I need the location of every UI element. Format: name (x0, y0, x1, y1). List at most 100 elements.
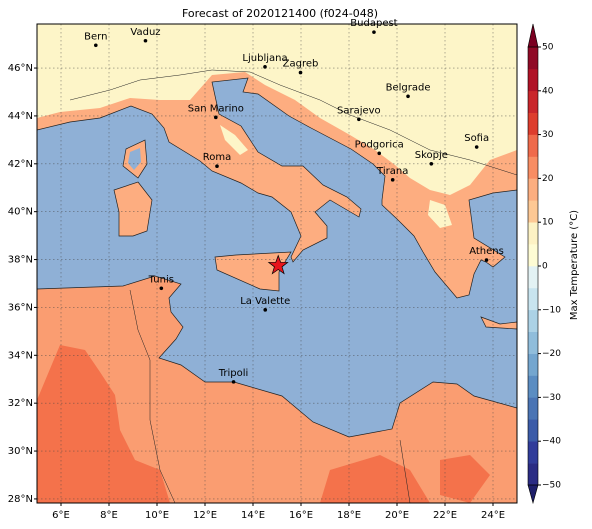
border (399, 439, 411, 503)
land-interior (220, 125, 248, 155)
city-label: Vaduz (130, 27, 160, 38)
y-tick-label: 38°N (8, 255, 33, 266)
y-tick-label: 34°N (8, 350, 33, 361)
city-dot (390, 178, 395, 182)
city-label: Sofia (464, 133, 489, 144)
city-dot (215, 164, 219, 168)
location-star (267, 254, 289, 275)
colorbar-segment (528, 244, 538, 267)
colorbar-tick-label: 20 (542, 174, 554, 184)
x-tick-label: 8°E (100, 510, 118, 521)
overlay: Bern VaduzBudapestLjubljanaZagrebBelgrade… (37, 18, 517, 503)
map-title: Forecast of 2020121400 (f024-048) (182, 7, 378, 20)
colorbar-tick-label: 40 (542, 86, 554, 96)
city-label: Ljubljana (242, 53, 287, 64)
y-tick-label: 32°N (8, 398, 33, 409)
colorbar-segment (528, 90, 538, 113)
colorbar-segment (528, 463, 538, 486)
x-tick-label: 22°E (433, 510, 457, 521)
sicily (214, 251, 292, 292)
x-tick-label: 12°E (193, 510, 217, 521)
city-dot (429, 161, 434, 166)
colorbar-segment (528, 178, 538, 201)
city-dot (231, 380, 236, 384)
colorbar-tick-label: 50 (542, 43, 554, 53)
colorbar-tick-label: −50 (542, 481, 561, 491)
colorbar-tick-label: 10 (542, 218, 554, 228)
colorbar-extend-under (527, 484, 539, 505)
border (129, 289, 176, 503)
colorbar-segment (528, 156, 538, 179)
colorbar-segment (528, 200, 538, 223)
city-dot (406, 94, 410, 99)
city-label: Sarajevo (337, 105, 381, 116)
city-label: Roma (203, 152, 232, 163)
colorbar-segment (528, 309, 538, 332)
y-tick-label: 30°N (8, 446, 33, 457)
city-dot (263, 308, 268, 312)
y-tick-label: 40°N (8, 207, 33, 218)
city-label: La Valette (240, 296, 290, 307)
border (69, 69, 517, 176)
x-tick-label: 16°E (289, 510, 313, 521)
coastline (37, 77, 517, 299)
y-tick-label: 46°N (8, 63, 33, 74)
colorbar-tick-label: 30 (542, 130, 554, 140)
city-dot (484, 258, 489, 262)
city-dot (263, 65, 267, 69)
city-dot (357, 117, 361, 122)
crete (480, 316, 517, 330)
city-dot (474, 145, 479, 149)
city-label: Skopje (415, 150, 448, 161)
colorbar-segment (528, 353, 538, 376)
colorbar-tick-label: −20 (542, 349, 561, 359)
colorbar-segment (528, 419, 538, 442)
city-label: Tirana (376, 166, 408, 177)
plot-frame (36, 23, 518, 504)
y-tick-label: 28°N (8, 494, 33, 505)
land-interior (428, 200, 452, 228)
colorbar-segment (528, 68, 538, 92)
sardinia (113, 181, 153, 237)
x-tick-label: 18°E (337, 510, 361, 521)
colorbar-extend-over (527, 23, 539, 48)
city-label: Athens (469, 246, 504, 257)
hot-zone (440, 455, 490, 503)
city-dot (298, 70, 303, 75)
y-tick-label: 44°N (8, 111, 33, 122)
city-dot (372, 30, 376, 34)
colorbar-segment (528, 134, 538, 157)
colorbar-segment (528, 397, 538, 420)
hot-zone (37, 345, 170, 503)
colorbar-segment (528, 441, 538, 464)
city-dot (377, 151, 382, 156)
colorbar-label: Max Temperature (°C) (569, 210, 580, 320)
corsica-interior (128, 148, 141, 170)
colorbar-segment (528, 266, 538, 289)
city-dot (143, 38, 148, 43)
city-dot (214, 115, 218, 120)
hot-zone (320, 455, 430, 503)
colorbar-tick-label: −30 (542, 393, 561, 403)
city-dot (94, 43, 98, 48)
y-tick-label: 42°N (8, 159, 33, 170)
x-tick-label: 10°E (145, 510, 169, 521)
colorbar-segment (528, 375, 538, 398)
city-label: Zagreb (283, 59, 319, 70)
x-tick-label: 14°E (241, 510, 265, 521)
city-label: Tripoli (218, 368, 249, 379)
colorbar-segment (528, 222, 538, 245)
city-label: San Marino (188, 103, 244, 114)
colorbar-segment (528, 112, 538, 135)
city-label: Tunis (148, 274, 174, 285)
city-label: Bern (84, 31, 107, 42)
city-dot (159, 286, 164, 291)
y-tick-label: 36°N (8, 302, 33, 313)
x-tick-label: 20°E (385, 510, 409, 521)
colorbar-segment (528, 331, 538, 354)
city-label: Belgrade (386, 82, 431, 93)
colorbar-segment (528, 287, 538, 311)
x-tick-label: 24°E (481, 510, 505, 521)
